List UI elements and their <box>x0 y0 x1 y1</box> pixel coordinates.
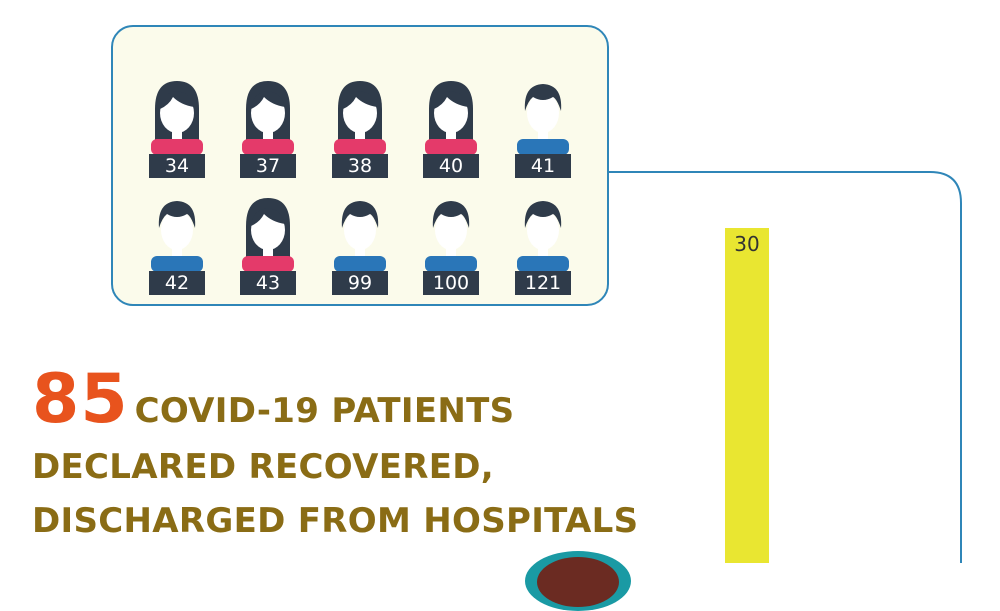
patient-id-label: 100 <box>423 271 479 295</box>
patient-id-label: 34 <box>149 154 205 178</box>
patient-female: 34 <box>147 77 207 181</box>
patient-id-label: 99 <box>332 271 388 295</box>
bar-value-label: 30 <box>734 232 760 256</box>
patient-id-label: 41 <box>515 154 571 178</box>
patient-id-label: 38 <box>332 154 388 178</box>
patient-male: 121 <box>513 194 573 298</box>
headline: 85 COVID-19 PATIENTS DECLARED RECOVERED, … <box>32 360 732 548</box>
patient-id-label: 43 <box>240 271 296 295</box>
patient-female: 37 <box>238 77 298 181</box>
decorative-image-circle <box>525 551 631 611</box>
bar: 30 <box>725 228 769 563</box>
patient-male: 41 <box>513 77 573 181</box>
patient-female: 40 <box>421 77 481 181</box>
patients-panel: 34 37 38 40 41 <box>111 25 609 306</box>
patient-male: 100 <box>421 194 481 298</box>
patient-id-label: 42 <box>149 271 205 295</box>
patient-id-label: 37 <box>240 154 296 178</box>
headline-line-2: DECLARED RECOVERED, <box>32 447 494 487</box>
connector-line <box>609 171 962 563</box>
patient-female: 43 <box>238 194 298 298</box>
patient-id-label: 121 <box>515 271 571 295</box>
patient-male: 42 <box>147 194 207 298</box>
patient-female: 38 <box>330 77 390 181</box>
patient-male: 99 <box>330 194 390 298</box>
headline-line-3: DISCHARGED FROM HOSPITALS <box>32 501 639 541</box>
headline-line-1: COVID-19 PATIENTS <box>134 391 515 431</box>
patient-id-label: 40 <box>423 154 479 178</box>
recovered-count: 85 <box>32 360 129 439</box>
